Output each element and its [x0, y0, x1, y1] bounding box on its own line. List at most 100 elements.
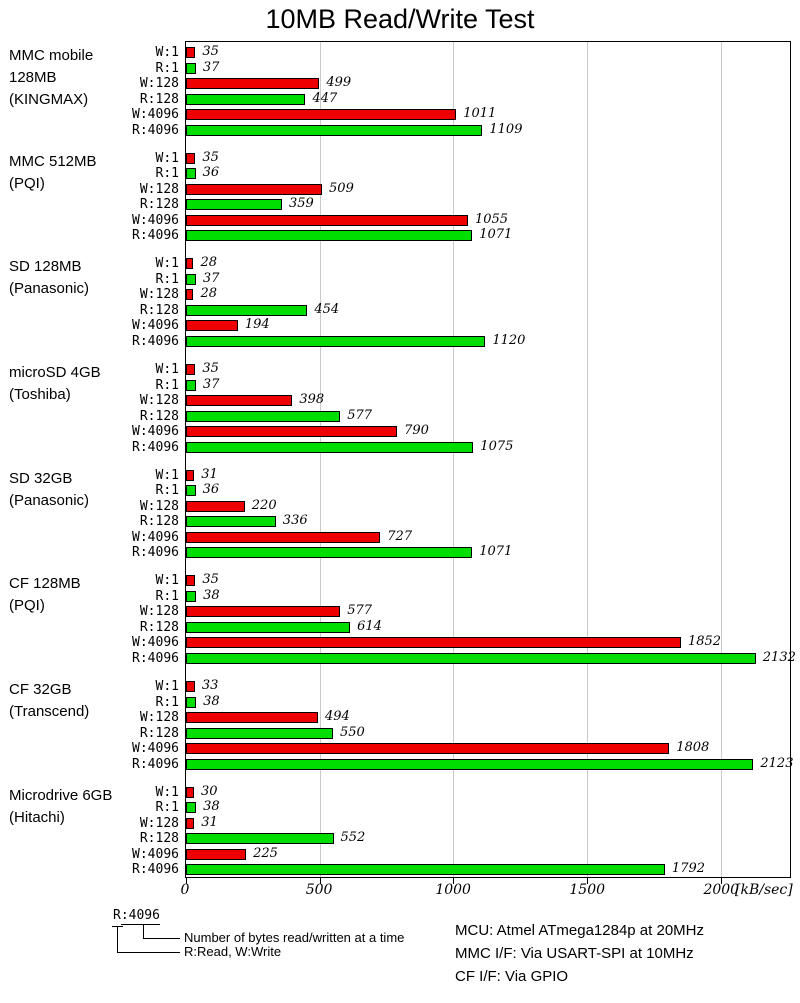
bar-value-label: 37	[202, 270, 220, 286]
x-axis-labels: [kB/sec] 0 500 1000 1500 2000	[181, 882, 793, 900]
bar-row: W:4096 1055	[132, 212, 790, 231]
bar-value-label: 37	[202, 59, 220, 75]
group-label-line: (PQI)	[9, 597, 45, 615]
bar-value-label: 38	[203, 693, 220, 709]
row-label: R:128	[139, 197, 179, 213]
row-label: R:4096	[132, 862, 179, 878]
read-bar	[186, 62, 196, 74]
write-bar	[186, 426, 398, 438]
row-label: W:128	[139, 710, 179, 726]
row-label: R:4096	[132, 756, 179, 772]
x-tick-label: 0	[180, 882, 190, 898]
axis-tick	[319, 878, 321, 884]
read-bar	[186, 696, 197, 708]
bar-row: R:128 359	[140, 196, 790, 215]
bar-group: MMC mobile 128MB (KINGMAX) W:1 35 R:1 37 W:128 4…	[9, 45, 790, 140]
group-label-line: CF 128MB	[9, 575, 81, 593]
bar-group: microSD 4GB (Toshiba) W:1 35 R:1 37 W:128 398 R:…	[9, 362, 790, 458]
x-tick-label: 1000	[435, 882, 471, 898]
write-bar	[186, 183, 323, 195]
group-label-line: (KINGMAX)	[9, 91, 89, 108]
bar-value-label: 614	[357, 618, 382, 634]
bar-row: R:4096 1075	[132, 438, 790, 458]
bar-value-label: 33	[201, 678, 219, 694]
write-bar	[186, 214, 468, 226]
bar-row: R:128 552	[140, 831, 790, 849]
row-label: W:1	[155, 467, 179, 483]
row-label: R:4096	[132, 122, 179, 138]
bar-value-label: 31	[201, 814, 218, 830]
write-bar	[186, 817, 195, 829]
row-label: W:4096	[132, 424, 179, 440]
info-line-mmc-if: MMC I/F: Via USART-SPI at 10MHz	[455, 945, 694, 962]
group-label-line: MMC 512MB	[9, 152, 97, 170]
group-label-line: (Panasonic)	[9, 491, 90, 509]
bar-value-label: 220	[251, 497, 277, 513]
bar-row: W:4096 1808	[132, 741, 790, 759]
row-label: R:4096	[132, 333, 179, 349]
row-label: R:128	[139, 831, 179, 847]
bar-value-label: 1011	[463, 106, 497, 121]
bar-group: SD 128MB (Panasonic) W:1 28 R:1 37 W:128 28 R:12…	[9, 256, 790, 351]
read-bar	[186, 802, 197, 814]
bar-row: W:1 35	[156, 362, 790, 380]
bar-row: R:128 550	[140, 724, 790, 744]
legend-sample-prefix: R	[113, 908, 121, 923]
bar-row: R:1 37	[156, 59, 790, 79]
group-label: microSD 4GB (Toshiba)	[9, 362, 177, 406]
bar-value-label: 1109	[489, 121, 523, 137]
row-label: W:128	[139, 76, 179, 91]
bar-value-label: 31	[201, 466, 218, 482]
group-label-line: SD 32GB	[9, 469, 73, 487]
bar-value-label: 790	[404, 423, 429, 439]
bar-row: W:4096 1011	[132, 106, 790, 125]
bar-row: R:4096 2123	[132, 756, 793, 775]
bar-row: W:128 577	[140, 604, 790, 622]
read-bar	[186, 652, 756, 664]
write-bar	[186, 109, 457, 120]
bar-row: R:4096 1071	[132, 545, 790, 563]
bar-row: R:1 38	[156, 588, 790, 607]
bar-row: W:1 35	[156, 573, 790, 591]
row-label: R:128	[139, 302, 179, 318]
write-bar	[186, 681, 195, 693]
write-bar	[186, 152, 196, 164]
x-tick-label: 2000	[703, 882, 740, 898]
bar-value-label: 1120	[492, 332, 526, 348]
group-label-line: (Hitachi)	[9, 808, 65, 826]
row-label: R:4096	[132, 439, 179, 455]
bar-value-label: 550	[339, 724, 365, 740]
write-bar	[186, 289, 194, 301]
read-bar	[186, 621, 351, 633]
read-bar	[186, 833, 334, 845]
read-bar	[186, 590, 197, 602]
group-label: SD 128MB (Panasonic)	[9, 256, 177, 300]
axis-tick	[586, 878, 588, 884]
row-label: W:4096	[132, 107, 179, 122]
read-bar	[186, 273, 196, 285]
gridline	[453, 42, 455, 877]
bar-row: W:1 35	[156, 150, 790, 169]
bar-row: W:128 494	[140, 710, 790, 728]
bar-row: W:4096 790	[132, 423, 790, 442]
bar-value-label: 1792	[671, 861, 706, 877]
bar-row: W:128 499	[140, 76, 790, 94]
bar-value-label: 28	[200, 286, 218, 302]
row-label: R:128	[139, 725, 179, 741]
group-label: CF 128MB (PQI)	[9, 573, 177, 617]
bar-row: W:1 30	[156, 784, 790, 803]
bar-value-label: 1075	[480, 438, 514, 454]
row-label: R:128	[139, 514, 179, 530]
row-label: W:4096	[132, 741, 179, 757]
write-bar	[186, 743, 670, 755]
bar-value-label: 359	[288, 196, 314, 212]
bar-row: W:128 509	[140, 181, 790, 200]
bar-row: R:128 447	[140, 91, 790, 110]
write-bar	[186, 531, 381, 543]
x-tick-label: 500	[305, 882, 333, 898]
row-label: W:1	[155, 679, 179, 695]
row-label: R:1	[155, 166, 179, 182]
group-label-line: CF 32GB	[9, 681, 72, 699]
read-bar	[186, 727, 333, 739]
read-bar	[186, 758, 754, 770]
